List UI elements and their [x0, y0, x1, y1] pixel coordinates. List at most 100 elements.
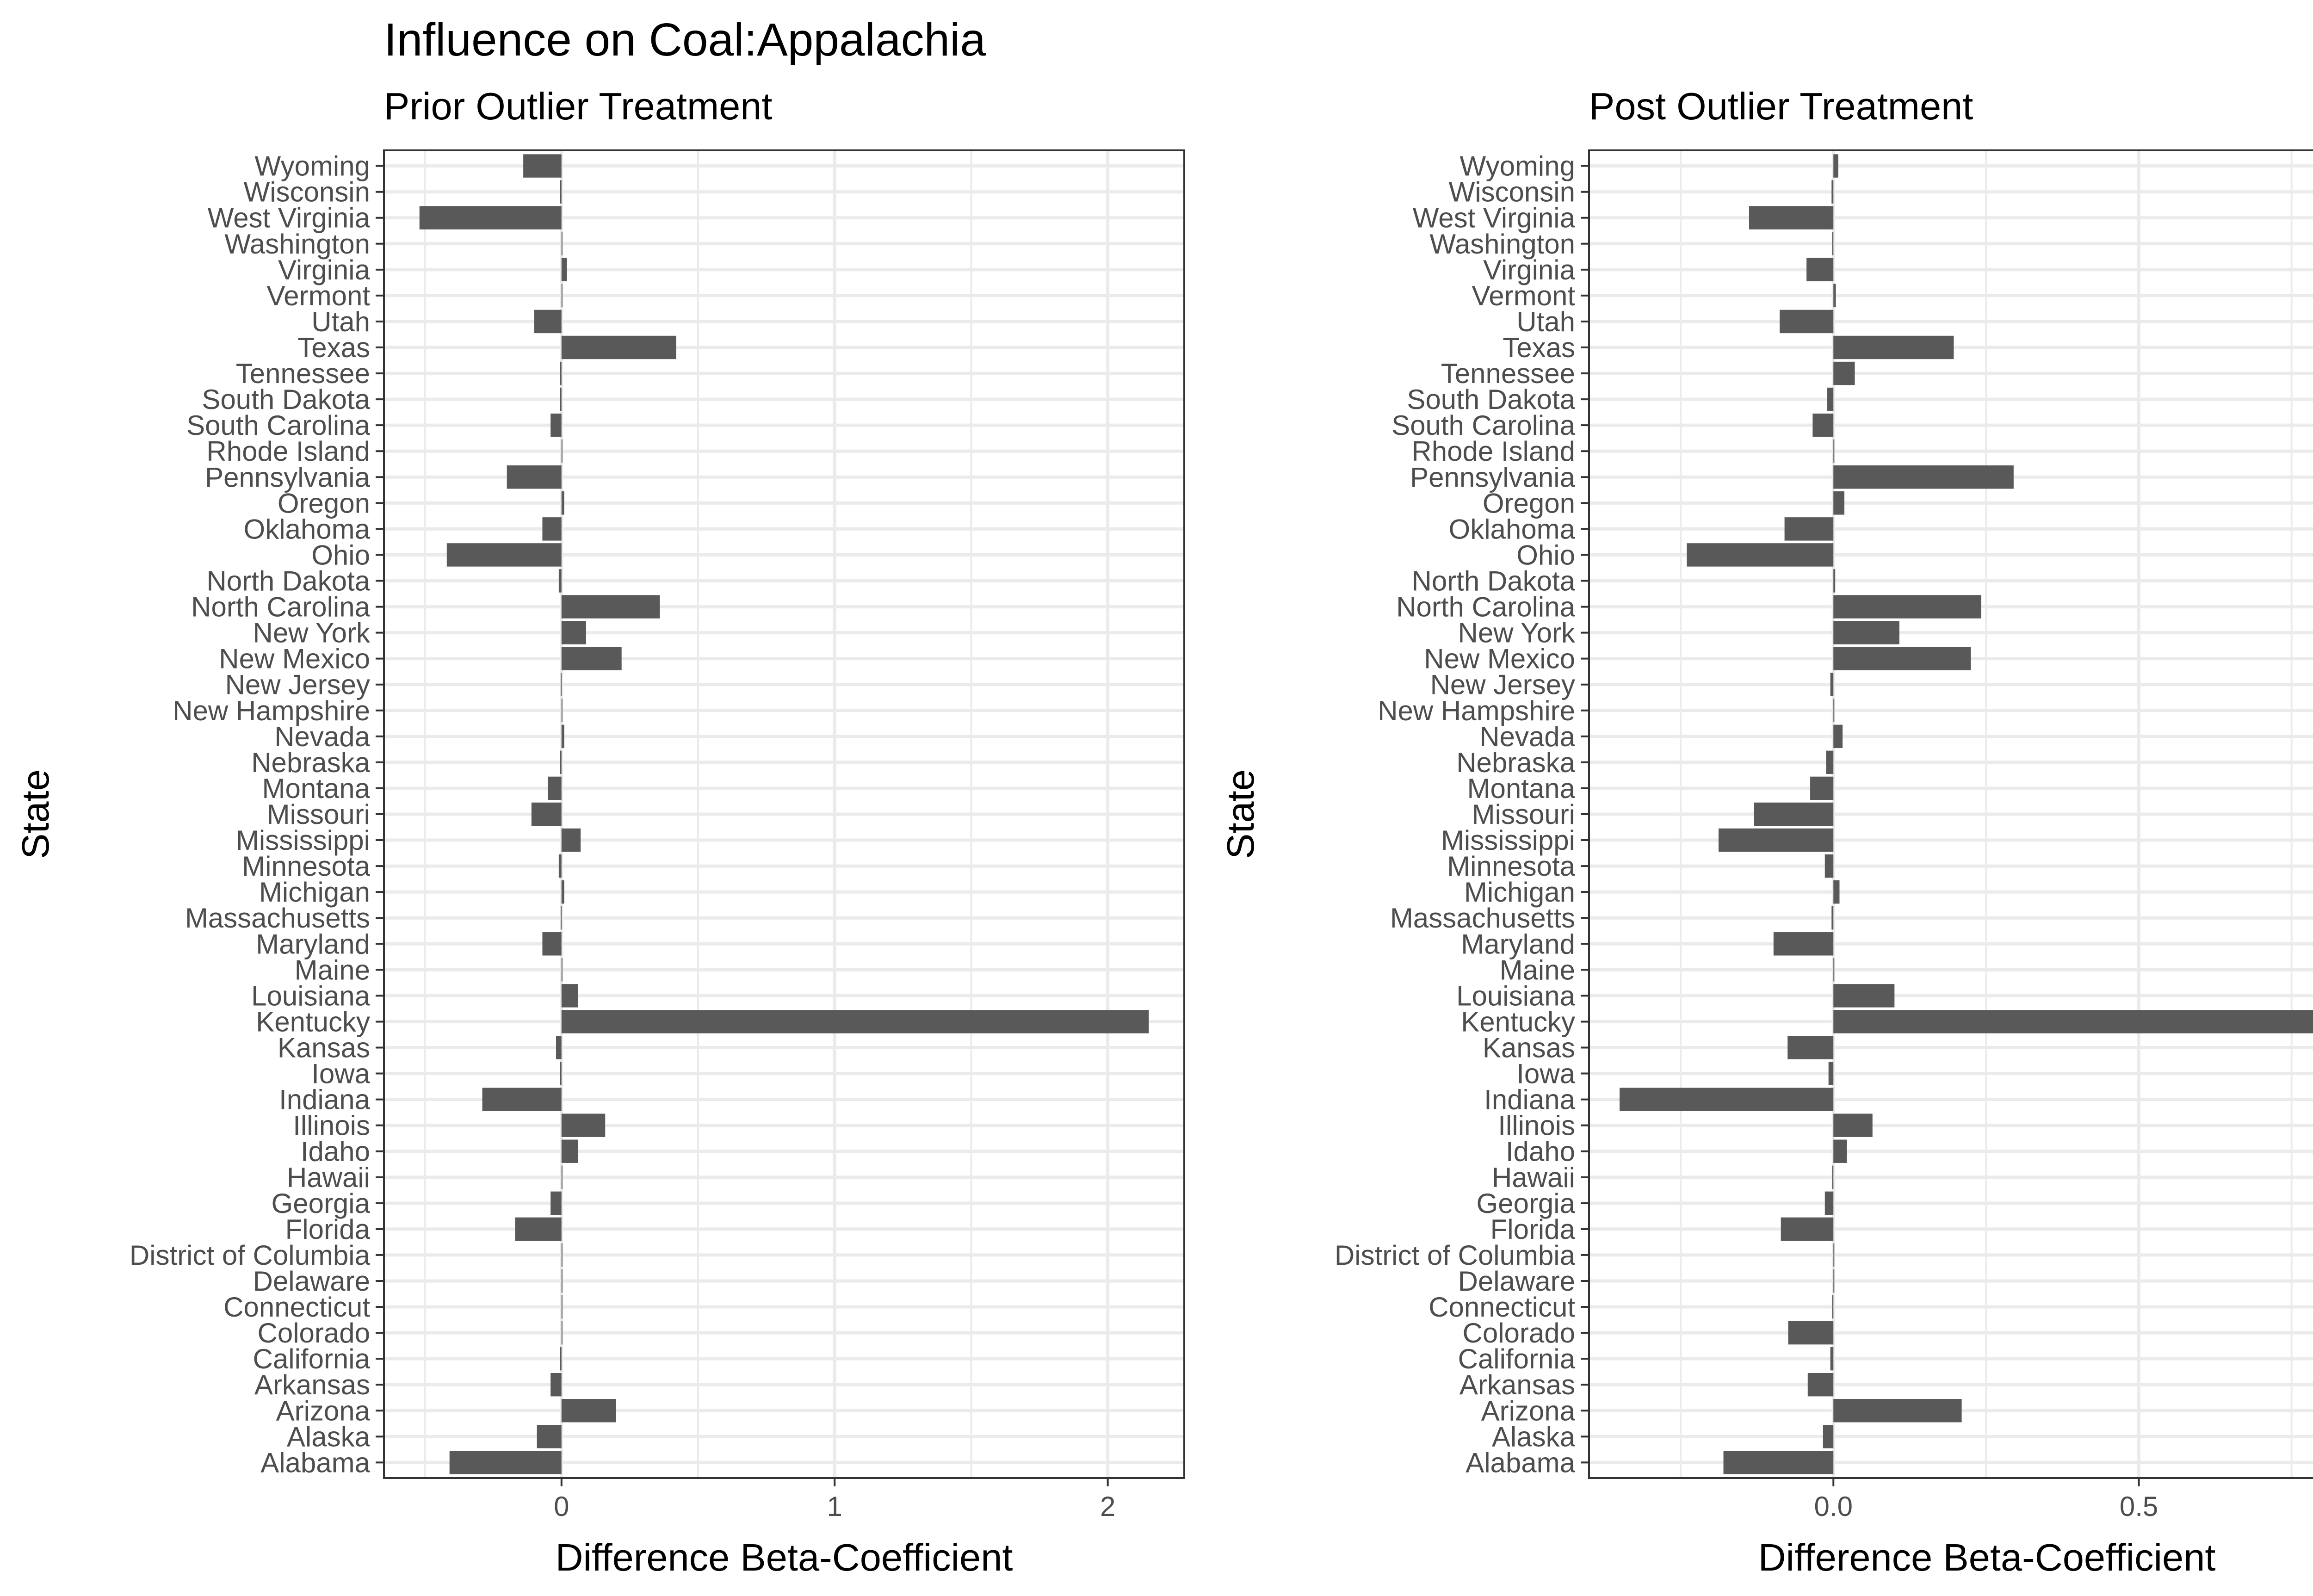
bar	[1810, 776, 1834, 800]
bar	[1833, 335, 1954, 359]
y-tick-label: Idaho	[301, 1136, 370, 1167]
y-tick-label: Kansas	[278, 1032, 370, 1063]
y-tick-label: New Jersey	[225, 669, 370, 700]
y-tick-label: Ohio	[1516, 539, 1575, 570]
y-tick-label: Delaware	[1458, 1266, 1575, 1297]
bar	[1824, 854, 1834, 878]
y-tick-label: South Dakota	[1407, 384, 1575, 415]
y-tick-label: Massachusetts	[185, 903, 370, 934]
y-tick-label: Florida	[285, 1214, 371, 1245]
bar	[1833, 569, 1836, 593]
y-tick-label: South Carolina	[186, 410, 371, 441]
y-tick-label: Alaska	[287, 1421, 371, 1452]
y-tick-label: Massachusetts	[1390, 903, 1575, 934]
y-tick-label: New York	[253, 618, 371, 649]
y-tick-label: California	[1458, 1343, 1576, 1374]
y-axis: AlabamaAlaskaArizonaArkansasCaliforniaCo…	[1335, 151, 1589, 1478]
y-tick-label: Delaware	[253, 1266, 370, 1297]
y-tick-label: Arizona	[276, 1395, 371, 1426]
y-tick-label: Iowa	[311, 1058, 370, 1089]
bar	[561, 724, 564, 749]
y-tick-label: Missouri	[267, 799, 370, 830]
bar	[1833, 984, 1895, 1008]
y-tick-label: South Carolina	[1392, 410, 1576, 441]
y-tick-label: North Carolina	[191, 592, 370, 623]
bar	[561, 1295, 563, 1319]
y-tick-label: South Dakota	[202, 384, 370, 415]
bar	[1833, 958, 1835, 982]
bar	[1830, 1347, 1834, 1371]
bar	[558, 854, 562, 878]
bar	[1718, 828, 1834, 852]
bar	[1828, 1062, 1834, 1085]
chart-title: Influence on Coal:Appalachia	[384, 14, 986, 66]
bar	[561, 439, 563, 463]
bar	[561, 1321, 563, 1345]
y-tick-label: New Mexico	[219, 643, 370, 674]
bar	[446, 543, 562, 567]
y-tick-label: Wisconsin	[1449, 177, 1575, 208]
bar	[1833, 1010, 2313, 1033]
y-tick-label: Iowa	[1516, 1058, 1575, 1089]
bar	[1823, 1425, 1834, 1448]
bar	[1832, 1165, 1834, 1189]
y-tick-label: North Carolina	[1396, 592, 1575, 623]
y-tick-label: Maryland	[1461, 928, 1575, 959]
y-tick-label: Utah	[1516, 306, 1575, 337]
y-tick-label: New York	[1458, 618, 1576, 649]
y-tick-label: Colorado	[1463, 1318, 1576, 1349]
y-tick-label: Virginia	[1483, 254, 1576, 285]
bar	[1749, 206, 1834, 229]
y-tick-label: New Hampshire	[173, 695, 370, 726]
bar	[550, 413, 562, 437]
y-tick-label: Louisiana	[1456, 980, 1576, 1011]
y-tick-label: Vermont	[1472, 280, 1576, 311]
y-tick-label: Maine	[295, 954, 370, 985]
bar	[1833, 361, 1855, 385]
bar	[548, 776, 562, 800]
bar	[1833, 1243, 1835, 1267]
bar	[1833, 1399, 1962, 1423]
y-tick-label: Washington	[1429, 229, 1575, 260]
y-tick-label: Arkansas	[1460, 1369, 1575, 1400]
bars	[1620, 154, 2313, 1474]
x-tick-label: 0.5	[2120, 1491, 2158, 1522]
bar	[560, 750, 562, 774]
bar	[1833, 621, 1899, 644]
bar	[561, 1399, 616, 1423]
bar	[1833, 595, 1981, 619]
bar	[482, 1088, 562, 1111]
x-axis-title: Difference Beta-Coefficient	[556, 1536, 1013, 1579]
y-tick-label: Nevada	[1479, 721, 1575, 752]
bar	[419, 206, 562, 229]
bar	[1833, 1113, 1873, 1137]
y-tick-label: Mississippi	[1441, 825, 1575, 856]
bar	[515, 1217, 562, 1241]
bar	[561, 232, 563, 256]
y-tick-label: Alabama	[260, 1447, 370, 1478]
y-tick-label: Arizona	[1481, 1395, 1576, 1426]
y-tick-label: Maryland	[256, 928, 370, 959]
y-tick-label: Rhode Island	[1411, 436, 1575, 467]
bar	[561, 284, 563, 308]
y-tick-label: West Virginia	[1413, 203, 1576, 234]
bar	[1754, 802, 1834, 826]
bar	[561, 595, 660, 619]
bar	[561, 1165, 563, 1189]
y-tick-label: Nebraska	[1456, 747, 1575, 778]
bar	[1781, 1217, 1834, 1241]
y-tick-label: Minnesota	[1447, 851, 1575, 882]
bar	[1833, 1139, 1847, 1163]
bar	[1780, 309, 1834, 334]
y-tick-label: New Jersey	[1430, 669, 1575, 700]
y-tick-label: Maine	[1500, 954, 1575, 985]
bar	[537, 1425, 562, 1448]
x-tick-label: 2	[1100, 1491, 1115, 1522]
gridlines	[384, 150, 1184, 1478]
y-tick-label: North Dakota	[1412, 566, 1576, 597]
bar	[561, 1269, 563, 1293]
y-tick-label: Kansas	[1483, 1032, 1575, 1063]
bar	[1833, 154, 1838, 178]
bar	[1832, 232, 1834, 256]
